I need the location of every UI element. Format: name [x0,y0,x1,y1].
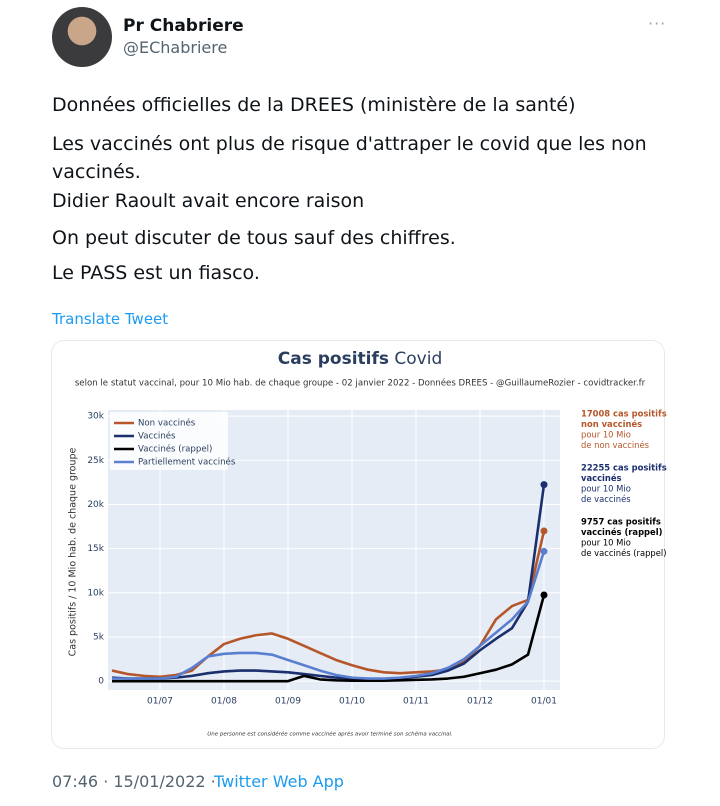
annotation-bold: vaccinés [581,473,622,483]
annotation-bold: 22255 cas positifs [581,463,667,473]
y-tick-label: 30k [87,412,104,422]
annotation-text: pour 10 Mio [581,430,631,440]
legend-label: Vaccinés (rappel) [138,444,212,455]
series-line [112,594,546,683]
tweet-line: vaccinés. [52,161,141,183]
author-name[interactable]: Pr Chabriere [123,16,244,36]
end-point [540,591,548,599]
x-tick-label: 01/09 [275,697,301,707]
annotation-text: de vaccinés [581,494,631,504]
annotation-bold: 9757 cas positifs [581,517,661,527]
x-tick-label: 01/11 [403,697,429,707]
y-axis-label: Cas positifs / 10 Mio hab. de chaque gro… [68,447,79,656]
legend-label: Non vaccinés [138,418,196,429]
translate-link[interactable]: Translate Tweet [52,310,169,328]
annotation-text: pour 10 Mio [581,484,631,494]
series-line [112,550,546,680]
legend-box [110,412,228,470]
end-point [540,527,548,535]
x-tick-label: 01/08 [211,697,237,707]
y-tick-label: 15k [87,544,104,554]
footnote: Une personne est considérée comme vaccin… [207,731,453,738]
chart-title: Cas positifs Covid [278,349,443,369]
avatar[interactable] [52,7,112,67]
chart-subtitle: selon le statut vaccinal, pour 10 Mio ha… [75,378,646,389]
annotation-bold: non vaccinés [581,419,642,429]
x-tick-label: 01/10 [339,697,365,707]
annotation-text: de non vaccinés [581,440,649,450]
tweet-line: Didier Raoult avait encore raison [52,190,365,212]
tweet-line: Données officielles de la DREES (ministè… [52,94,576,116]
annotation-text: de vaccinés (rappel) [581,548,666,558]
x-tick-label: 01/01 [531,697,557,707]
author-handle[interactable]: @EChabriere [123,38,228,57]
y-tick-label: 25k [87,456,104,466]
annotation-text: pour 10 Mio [581,538,631,548]
y-tick-label: 10k [87,588,104,598]
legend-label: Vaccinés [138,431,176,442]
tweet-line: On peut discuter de tous sauf des chiffr… [52,227,456,249]
title-bold: Cas positifs [278,349,389,369]
more-menu[interactable]: ··· [648,14,667,33]
x-tick-label: 01/07 [147,697,173,707]
title-rest: Covid [389,349,442,369]
end-point [540,481,548,489]
annotation-bold: vaccinés (rappel) [581,527,663,537]
y-tick-label: 20k [87,500,104,510]
tweet-line: Les vaccinés ont plus de risque d'attrap… [52,133,647,155]
legend-label: Partiellement vaccinés [138,457,236,468]
y-tick-label: 0 [98,677,104,687]
tweet-line: Le PASS est un fiasco. [52,262,260,284]
timestamp[interactable]: 07:46 · 15/01/2022 · [52,772,216,791]
end-point [540,547,548,555]
annotation-bold: 17008 cas positifs [581,409,667,419]
x-tick-label: 01/12 [467,697,493,707]
y-tick-label: 5k [93,633,105,643]
series-line [111,484,546,681]
source-app[interactable]: Twitter Web App [214,772,344,791]
